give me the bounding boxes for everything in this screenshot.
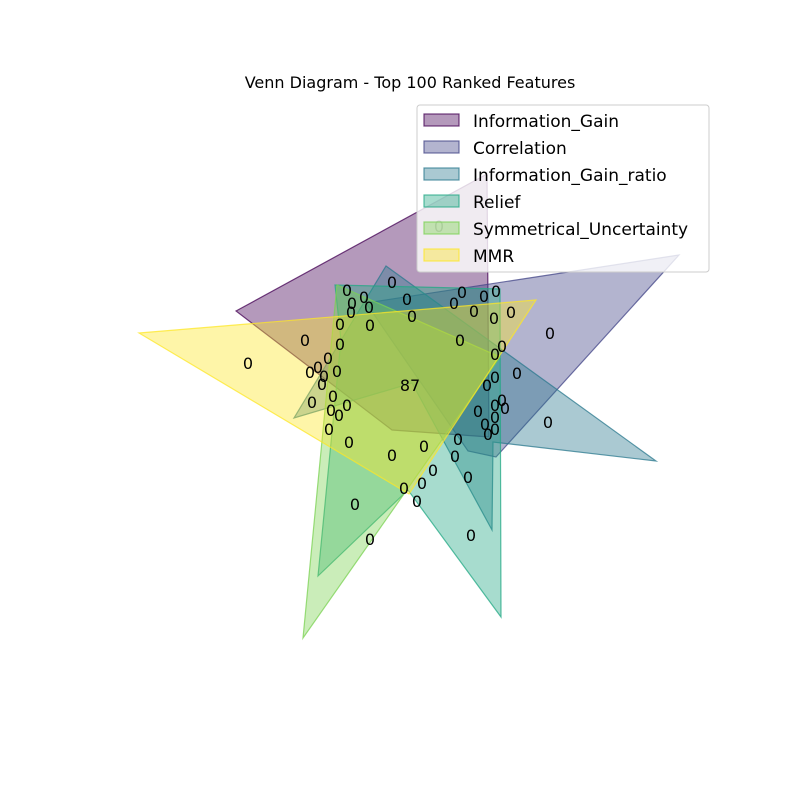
region-count: 0 <box>365 316 375 335</box>
region-count: 0 <box>334 406 344 425</box>
region-count: 0 <box>449 294 459 313</box>
region-count-labels: 0 0 0 0 0 0 0 0 0 0 0 0 0 0 0 0 0 0 0 0 … <box>243 217 555 549</box>
region-count: 0 <box>326 401 336 420</box>
region-count: 0 <box>317 375 327 394</box>
region-count: 0 <box>491 282 501 301</box>
legend-swatch <box>423 167 460 181</box>
region-count: 0 <box>428 461 438 480</box>
region-count: 0 <box>455 331 465 350</box>
legend-label: Relief <box>473 193 521 213</box>
region-count: 0 <box>512 364 522 383</box>
region-count: 0 <box>500 399 510 418</box>
region-count: 0 <box>450 447 460 466</box>
region-count: 0 <box>417 474 427 493</box>
region-count: 0 <box>350 495 360 514</box>
region-count: 0 <box>407 307 417 326</box>
region-count: 0 <box>342 396 352 415</box>
region-count: 0 <box>545 324 555 343</box>
region-count: 0 <box>480 415 490 434</box>
region-count: 0 <box>463 468 473 487</box>
region-count: 0 <box>506 303 516 322</box>
legend-swatch <box>423 113 460 127</box>
region-count: 0 <box>453 430 463 449</box>
region-count: 0 <box>490 368 500 387</box>
region-count: 0 <box>387 273 397 292</box>
legend-label: MMR <box>473 247 514 267</box>
region-count: 0 <box>342 281 352 300</box>
region-count: 0 <box>300 331 310 350</box>
set-shape-symmetrical-uncertainty <box>302 284 501 641</box>
region-count: 0 <box>482 376 492 395</box>
region-count: 0 <box>469 302 479 321</box>
region-count: 0 <box>402 290 412 309</box>
region-count: 0 <box>497 391 507 410</box>
center-count: 87 <box>400 376 420 395</box>
region-count: 0 <box>490 420 500 439</box>
region-count: 0 <box>359 288 369 307</box>
region-count: 0 <box>483 425 493 444</box>
region-count: 0 <box>490 396 500 415</box>
legend-swatch <box>423 248 460 262</box>
region-count: 0 <box>335 315 345 334</box>
region-count: 0 <box>344 433 354 452</box>
region-count: 0 <box>473 402 483 421</box>
set-shapes <box>137 172 681 641</box>
legend-swatch <box>423 194 460 208</box>
region-count: 0 <box>243 354 253 373</box>
legend-swatch <box>423 221 460 235</box>
region-count: 0 <box>466 526 476 545</box>
region-count: 0 <box>387 446 397 465</box>
legend-frame <box>416 104 710 273</box>
set-shape-relief <box>317 284 502 619</box>
legend-label: Symmetrical_Uncertainty <box>473 220 688 240</box>
region-count: 0 <box>332 362 342 381</box>
region-count: 0 <box>543 413 553 432</box>
region-count: 0 <box>490 345 500 364</box>
legend-swatch <box>423 140 460 154</box>
region-count: 0 <box>313 358 323 377</box>
region-count: 0 <box>305 363 315 382</box>
set-shape-mmr <box>137 299 538 495</box>
region-count: 0 <box>346 303 356 322</box>
region-count: 0 <box>479 287 489 306</box>
region-count: 0 <box>319 367 329 386</box>
region-count: 0 <box>489 309 499 328</box>
region-count: 0 <box>365 530 375 549</box>
region-count: 0 <box>412 492 422 511</box>
region-count: 0 <box>490 408 500 427</box>
legend: Information_Gain Correlation Information… <box>416 104 710 273</box>
set-shape-information-gain-ratio <box>292 265 659 533</box>
region-count: 0 <box>324 420 334 439</box>
region-count: 0 <box>497 337 507 356</box>
region-count: 0 <box>335 335 345 354</box>
region-count: 0 <box>347 294 357 313</box>
region-count: 0 <box>399 479 409 498</box>
region-count: 0 <box>364 298 374 317</box>
region-count: 0 <box>323 349 333 368</box>
region-count: 0 <box>419 437 429 456</box>
region-count: 0 <box>328 387 338 406</box>
region-count: 0 <box>457 283 467 302</box>
legend-label: Information_Gain <box>473 112 619 132</box>
region-count: 0 <box>307 393 317 412</box>
diagram-title: Venn Diagram - Top 100 Ranked Features <box>245 73 576 92</box>
legend-label: Information_Gain_ratio <box>473 166 667 186</box>
legend-label: Correlation <box>473 139 567 159</box>
